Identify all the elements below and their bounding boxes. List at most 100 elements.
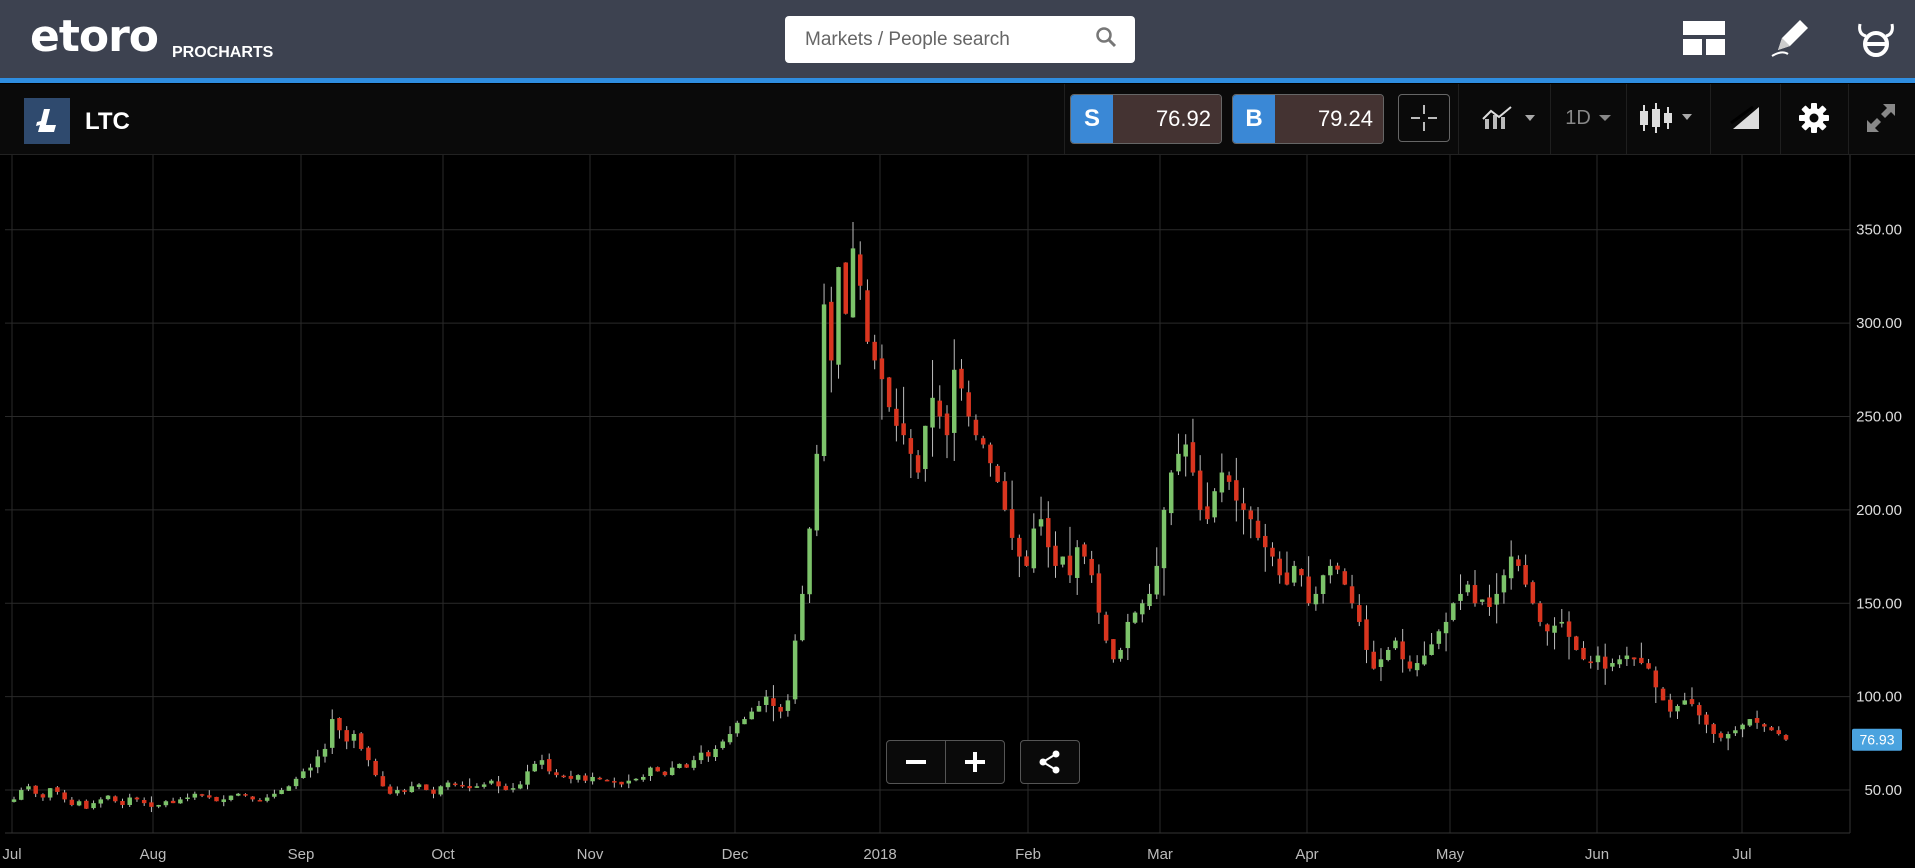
top-bar: etoro PROCHARTS xyxy=(0,0,1915,78)
candle-body xyxy=(706,752,711,757)
sell-price: 76.92 xyxy=(1113,95,1221,143)
candle-body xyxy=(1762,724,1767,727)
candle-body xyxy=(1089,558,1094,576)
candle-body xyxy=(489,780,494,784)
candle-body xyxy=(1689,699,1695,705)
share-button[interactable] xyxy=(1021,741,1079,783)
axes: Jul Aug Sep Oct Nov Dec 2018 Feb Mar Apr May Jun Jul… xyxy=(2,155,1902,863)
x-tick-label: Mar xyxy=(1147,846,1173,863)
candlestick-icon xyxy=(1640,103,1692,133)
drawing-icon xyxy=(1730,105,1759,129)
toolbar-divider xyxy=(1780,84,1781,154)
sell-label: S xyxy=(1071,95,1113,143)
candle-body xyxy=(1017,537,1022,557)
candle-body xyxy=(149,802,154,807)
candle-body xyxy=(1646,663,1651,669)
share-icon xyxy=(1039,750,1060,774)
candle-body xyxy=(1255,520,1261,538)
candle-body xyxy=(1725,734,1731,739)
settings-button[interactable] xyxy=(1786,94,1842,142)
candle-body xyxy=(1364,619,1369,650)
buy-button[interactable]: B 79.24 xyxy=(1232,94,1384,144)
chart-type-button[interactable] xyxy=(1632,94,1702,142)
candle-body xyxy=(1313,593,1319,605)
candle-body xyxy=(568,775,574,779)
candle-body xyxy=(1718,733,1724,738)
candle-body xyxy=(1205,506,1210,520)
candle-body xyxy=(1190,442,1196,473)
x-tick-label: Jun xyxy=(1585,846,1609,863)
candle-body xyxy=(452,783,458,786)
candle-body xyxy=(235,793,241,796)
zoom-in-button[interactable] xyxy=(945,741,1004,783)
candle-body xyxy=(829,301,834,361)
gear-icon xyxy=(1799,103,1829,133)
candle-body xyxy=(1125,621,1131,649)
candle-body xyxy=(865,290,870,342)
candle-body xyxy=(1588,661,1593,664)
candle-body xyxy=(207,795,212,798)
candle-body xyxy=(1566,621,1572,637)
toolbar-divider xyxy=(1550,84,1551,154)
search-input[interactable] xyxy=(803,27,1087,52)
candle-body xyxy=(1074,547,1080,578)
candle-body xyxy=(1328,565,1333,576)
candle-body xyxy=(84,800,89,809)
y-tick-label: 50.00 xyxy=(1864,782,1902,799)
price-chart[interactable]: Jul Aug Sep Oct Nov Dec 2018 Feb Mar Apr May Jun Jul… xyxy=(0,155,1915,863)
candle-body xyxy=(395,790,400,794)
etoro-profile-icon[interactable] xyxy=(1852,14,1900,62)
sell-button[interactable]: S 76.92 xyxy=(1070,94,1222,144)
candle-body xyxy=(380,776,386,787)
candle-body xyxy=(612,781,617,783)
candle-body xyxy=(843,262,848,314)
candle-body xyxy=(503,785,509,791)
candle-body xyxy=(91,803,96,809)
candle-body xyxy=(800,593,805,641)
candle-body xyxy=(1451,603,1456,620)
zoom-out-button[interactable] xyxy=(887,741,945,783)
candle-body xyxy=(474,786,480,788)
candle-body xyxy=(1581,647,1586,660)
candle-body xyxy=(1038,519,1044,527)
candle-body xyxy=(525,771,530,785)
candle-body xyxy=(1320,575,1326,594)
candle-body xyxy=(438,786,443,795)
drawing-tools-button[interactable] xyxy=(1718,94,1774,142)
candle-body xyxy=(1660,688,1666,701)
layout-icon[interactable] xyxy=(1680,14,1728,62)
candle-body xyxy=(243,794,248,796)
crosshair-button[interactable] xyxy=(1398,94,1450,142)
candle-body xyxy=(1516,559,1521,566)
candle-body xyxy=(1704,714,1709,725)
candle-body xyxy=(1241,503,1246,510)
candle-body xyxy=(366,747,371,761)
indicators-button[interactable] xyxy=(1470,94,1550,142)
candle-body xyxy=(554,772,559,776)
search-box[interactable] xyxy=(785,16,1135,63)
candle-body xyxy=(1082,544,1087,557)
candle-body xyxy=(1183,444,1188,457)
candle-body xyxy=(1378,659,1384,667)
x-tick-label: Apr xyxy=(1295,846,1318,863)
etoro-logo[interactable]: etoro xyxy=(30,11,159,62)
candle-body xyxy=(1552,625,1557,633)
toolbar-divider xyxy=(1626,84,1627,154)
candle-body xyxy=(293,778,299,787)
y-tick-label: 150.00 xyxy=(1856,595,1902,612)
interval-dropdown[interactable]: 1D xyxy=(1555,94,1625,142)
share-button-wrap xyxy=(1020,740,1080,784)
candle-body xyxy=(923,425,928,470)
candle-body xyxy=(344,730,349,742)
candle-body xyxy=(1400,641,1405,660)
fullscreen-button[interactable] xyxy=(1854,94,1908,142)
candle-body xyxy=(604,779,610,782)
search-icon[interactable] xyxy=(1095,26,1117,53)
candle-body xyxy=(792,640,798,700)
pencil-icon[interactable] xyxy=(1766,14,1814,62)
candle-body xyxy=(358,733,364,749)
candle-body xyxy=(214,796,219,802)
candle-body xyxy=(1393,640,1398,649)
candle-body xyxy=(1031,528,1037,569)
candle-body xyxy=(1530,582,1536,604)
